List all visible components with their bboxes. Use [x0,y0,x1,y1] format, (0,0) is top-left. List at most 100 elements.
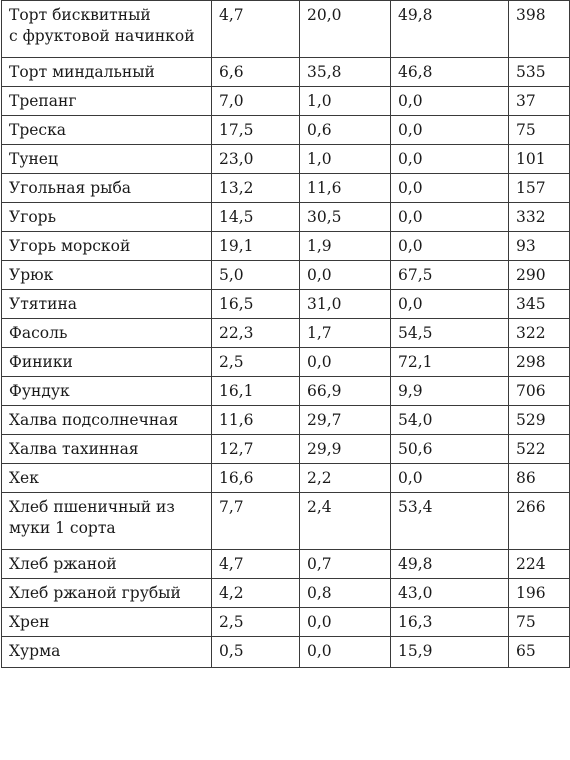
product-name-cell: Хлеб ржаной грубый [1,578,212,608]
protein-cell: 16,6 [211,463,300,493]
kcal-cell: 298 [508,347,570,377]
product-name-line: Халва подсолнечная [9,411,179,429]
product-name-cell: Хрен [1,607,212,637]
product-name-cell: Хлеб пшеничный из муки 1 сорта [1,492,212,550]
carbs-cell: 0,0 [390,463,509,493]
protein-cell: 7,7 [211,492,300,550]
fat-cell: 2,4 [299,492,391,550]
product-name-cell: Хурма [1,636,212,668]
fat-cell: 0,6 [299,115,391,145]
product-name-cell: Торт бисквитный с фруктовой начинкой [1,0,212,58]
protein-cell: 5,0 [211,260,300,290]
product-name-cell: Торт миндальный [1,57,212,87]
carbs-cell: 54,5 [390,318,509,348]
protein-cell: 12,7 [211,434,300,464]
protein-cell: 11,6 [211,405,300,435]
product-name-line: Хрен [9,613,50,631]
table-row: Хурма 0,5 0,0 15,9 65 [1,636,570,668]
kcal-cell: 398 [508,0,570,58]
carbs-cell: 53,4 [390,492,509,550]
product-name-cell: Урюк [1,260,212,290]
protein-cell: 4,2 [211,578,300,608]
fat-cell: 1,9 [299,231,391,261]
table-row: Торт миндальный 6,6 35,8 46,8 535 [1,57,570,87]
carbs-cell: 0,0 [390,144,509,174]
table-row: Утятина 16,5 31,0 0,0 345 [1,289,570,319]
fat-cell: 1,7 [299,318,391,348]
carbs-cell: 49,8 [390,0,509,58]
product-name-cell: Хлеб ржаной [1,549,212,579]
carbs-cell: 16,3 [390,607,509,637]
product-name-line: Торт миндальный [9,63,155,81]
carbs-cell: 0,0 [390,115,509,145]
fat-cell: 0,0 [299,636,391,668]
product-name-cell: Утятина [1,289,212,319]
fat-cell: 29,7 [299,405,391,435]
kcal-cell: 706 [508,376,570,406]
protein-cell: 4,7 [211,0,300,58]
table-row: Хлеб ржаной 4,7 0,7 49,8 224 [1,549,570,579]
carbs-cell: 72,1 [390,347,509,377]
carbs-cell: 54,0 [390,405,509,435]
fat-cell: 1,0 [299,144,391,174]
product-name-cell: Тунец [1,144,212,174]
fat-cell: 11,6 [299,173,391,203]
protein-cell: 2,5 [211,607,300,637]
carbs-cell: 0,0 [390,173,509,203]
carbs-cell: 46,8 [390,57,509,87]
product-name-cell: Треска [1,115,212,145]
table-row: Финики 2,5 0,0 72,1 298 [1,347,570,377]
table-row: Фасоль 22,3 1,7 54,5 322 [1,318,570,348]
table-row: Фундук 16,1 66,9 9,9 706 [1,376,570,406]
fat-cell: 0,0 [299,260,391,290]
fat-cell: 29,9 [299,434,391,464]
fat-cell: 0,0 [299,607,391,637]
table-row: Халва подсолнечная 11,6 29,7 54,0 529 [1,405,570,435]
fat-cell: 31,0 [299,289,391,319]
product-name-cell: Угольная рыба [1,173,212,203]
kcal-cell: 37 [508,86,570,116]
fat-cell: 0,7 [299,549,391,579]
product-name-line: с фруктовой начинкой [9,27,195,45]
fat-cell: 0,0 [299,347,391,377]
product-name-line: Угорь морской [9,237,131,255]
table-row: Трепанг 7,0 1,0 0,0 37 [1,86,570,116]
kcal-cell: 196 [508,578,570,608]
product-name-line: Халва тахинная [9,440,139,458]
kcal-cell: 101 [508,144,570,174]
protein-cell: 17,5 [211,115,300,145]
table-row: Тунец 23,0 1,0 0,0 101 [1,144,570,174]
protein-cell: 2,5 [211,347,300,377]
fat-cell: 1,0 [299,86,391,116]
kcal-cell: 529 [508,405,570,435]
product-name-line: Утятина [9,295,78,313]
product-name-line: Фасоль [9,324,68,342]
kcal-cell: 157 [508,173,570,203]
carbs-cell: 0,0 [390,231,509,261]
protein-cell: 19,1 [211,231,300,261]
protein-cell: 7,0 [211,86,300,116]
table-row: Хрен 2,5 0,0 16,3 75 [1,607,570,637]
product-name-cell: Халва подсолнечная [1,405,212,435]
kcal-cell: 266 [508,492,570,550]
product-name-cell: Угорь морской [1,231,212,261]
protein-cell: 13,2 [211,173,300,203]
product-name-line: Финики [9,353,73,371]
kcal-cell: 75 [508,115,570,145]
product-name-line: Тунец [9,150,58,168]
table-row: Халва тахинная 12,7 29,9 50,6 522 [1,434,570,464]
product-name-line: Хек [9,469,39,487]
product-name-line: Хурма [9,642,61,660]
protein-cell: 0,5 [211,636,300,668]
kcal-cell: 345 [508,289,570,319]
product-name-line: Хлеб ржаной [9,555,117,573]
product-name-line: Урюк [9,266,54,284]
table-body: Торт бисквитный с фруктовой начинкой 4,7 20… [1,0,570,668]
protein-cell: 16,5 [211,289,300,319]
fat-cell: 66,9 [299,376,391,406]
kcal-cell: 290 [508,260,570,290]
carbs-cell: 9,9 [390,376,509,406]
kcal-cell: 522 [508,434,570,464]
kcal-cell: 332 [508,202,570,232]
protein-cell: 22,3 [211,318,300,348]
